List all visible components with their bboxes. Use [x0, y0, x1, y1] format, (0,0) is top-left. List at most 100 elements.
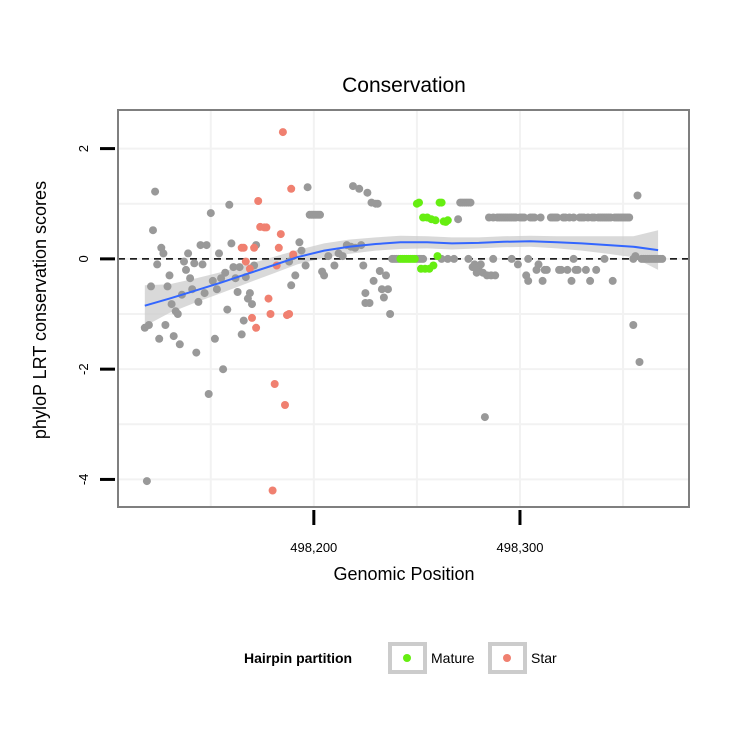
data-point-star: [287, 184, 296, 193]
data-point-other: [480, 413, 489, 422]
data-point-other: [534, 260, 543, 269]
data-point-other: [227, 239, 236, 248]
data-point-other: [633, 191, 642, 200]
data-point-other: [592, 265, 601, 274]
data-point-mature: [437, 198, 446, 207]
data-point-other: [153, 260, 162, 269]
legend-marker-star: [503, 654, 511, 662]
data-point-other: [573, 265, 582, 274]
data-point-other: [235, 263, 244, 272]
data-point-star: [285, 310, 294, 318]
data-point-other: [147, 282, 155, 291]
data-point-other: [159, 249, 168, 258]
data-point-other: [419, 254, 428, 263]
data-point-other: [303, 183, 312, 192]
data-point-other: [586, 276, 595, 285]
data-point-other: [210, 334, 219, 343]
data-point-other: [169, 332, 178, 341]
data-point-other: [217, 274, 226, 283]
legend-key-mature: [388, 642, 427, 674]
data-point-star: [270, 380, 279, 388]
data-point-other: [248, 300, 256, 309]
data-point-star: [250, 243, 259, 252]
data-point-other: [200, 289, 209, 298]
data-point-star: [241, 257, 250, 266]
legend-marker-mature: [403, 654, 411, 662]
data-point-other: [206, 209, 215, 218]
data-point-other: [349, 182, 357, 191]
data-point-other: [229, 263, 238, 272]
data-point-other: [581, 265, 590, 274]
data-point-other: [208, 276, 217, 285]
data-point-other: [295, 238, 304, 247]
data-point-other: [196, 241, 205, 250]
data-point-other: [359, 261, 368, 270]
data-point-other: [180, 257, 188, 266]
data-point-star: [274, 243, 283, 252]
data-point-star: [264, 294, 273, 303]
data-point-other: [202, 241, 211, 250]
data-point-other: [155, 334, 164, 343]
data-point-other: [382, 271, 390, 280]
data-point-other: [377, 285, 386, 294]
data-point-other: [297, 246, 306, 255]
data-point-other: [464, 254, 473, 263]
data-point-other: [186, 274, 195, 283]
data-point-star: [266, 310, 275, 318]
data-point-other: [301, 261, 310, 270]
data-point-star: [252, 323, 261, 332]
data-point-other: [212, 285, 221, 294]
plot-area: -4 -2 0 2 498,200 498,300: [76, 109, 690, 555]
smooth-trend-line: [144, 240, 659, 307]
data-point-other: [149, 226, 157, 235]
data-point-other: [225, 200, 234, 209]
data-point-other: [163, 282, 172, 291]
data-point-other: [245, 289, 254, 298]
data-point-star: [281, 401, 289, 409]
data-point-other: [489, 254, 498, 263]
data-point-other: [507, 254, 516, 263]
data-point-other: [557, 265, 566, 274]
data-point-other: [192, 348, 201, 357]
plot-panel-border: [117, 109, 690, 508]
data-point-other: [625, 213, 634, 222]
x-tick-label: 498,200: [290, 540, 337, 555]
data-point-other: [324, 252, 333, 261]
data-point-other: [524, 254, 533, 263]
data-point-other: [379, 293, 388, 302]
data-point-other: [635, 358, 644, 366]
data-point-other: [542, 265, 551, 274]
data-point-other: [198, 260, 207, 269]
data-point-other: [454, 215, 463, 224]
data-point-other: [491, 271, 500, 280]
data-point-other: [355, 184, 364, 193]
data-point-other: [320, 271, 329, 280]
data-point-other: [608, 276, 617, 285]
data-point-other: [237, 330, 246, 339]
data-point-mature: [433, 252, 442, 261]
data-point-other: [144, 321, 153, 329]
data-point-other: [658, 254, 667, 263]
data-point-other: [161, 321, 170, 329]
data-point-other: [165, 271, 174, 280]
y-tick-label: -4: [76, 474, 91, 486]
y-tick-label: -2: [76, 363, 91, 375]
data-point-other: [538, 276, 547, 285]
data-point-other: [194, 297, 203, 306]
data-point-other: [373, 199, 382, 208]
data-point-other: [569, 254, 578, 263]
data-point-other: [287, 281, 296, 290]
data-point-mature: [415, 198, 423, 207]
data-point-other: [384, 285, 392, 294]
legend: Hairpin partition Mature Star: [244, 642, 557, 674]
data-point-other: [330, 261, 339, 270]
data-point-star: [239, 243, 248, 252]
data-point-other: [553, 213, 562, 222]
data-point-other: [239, 316, 248, 325]
data-point-star: [254, 197, 263, 205]
legend-title: Hairpin partition: [244, 650, 352, 666]
data-point-other: [221, 268, 230, 277]
data-point-other: [184, 249, 193, 258]
